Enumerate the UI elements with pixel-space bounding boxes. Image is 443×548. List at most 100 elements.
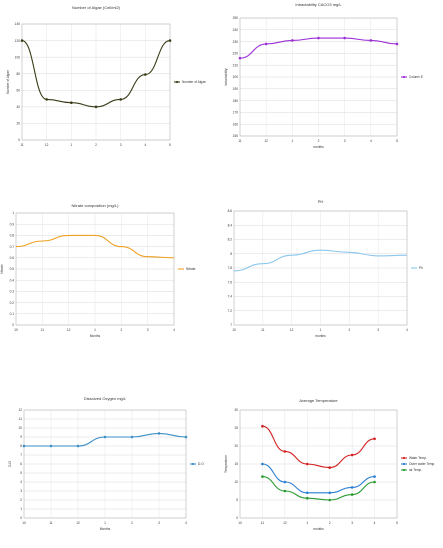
- y-tick-label: 20: [234, 444, 238, 448]
- x-axis-label: months: [313, 145, 324, 149]
- chart-title: Dissolved Oxygen mg/L: [84, 396, 127, 401]
- data-point: [264, 42, 268, 46]
- legend-marker: [402, 75, 406, 79]
- data-point: [20, 39, 24, 42]
- y-axis-label: Intractability: [224, 68, 228, 85]
- data-point: [49, 444, 53, 448]
- legend-label: Water Temp.: [409, 456, 427, 460]
- data-point: [350, 453, 354, 457]
- x-tick-label: 11: [261, 521, 265, 525]
- series-line: [233, 249, 408, 272]
- x-tick-label: 4: [173, 328, 175, 332]
- y-tick-label: 2: [20, 498, 22, 502]
- x-tick-label: 4: [185, 521, 187, 525]
- y-tick-label: 5: [20, 471, 22, 475]
- y-tick-label: 0: [236, 516, 238, 520]
- x-tick-label: 11: [41, 328, 45, 332]
- series-line: [262, 425, 375, 469]
- chart-svg: Intractability CACO3 mg/L 150 160 170 180 190…: [224, 2, 423, 149]
- legend-marker: [402, 468, 406, 472]
- y-axis-label: Number of Algae: [6, 70, 10, 94]
- x-axis-label: months: [315, 334, 326, 338]
- legend-marker: [175, 80, 179, 84]
- y-tick-label: 200: [233, 75, 239, 79]
- y-tick-label: 0: [12, 323, 14, 327]
- y-tick-label: 4: [20, 480, 22, 484]
- legend-label: Ph: [419, 266, 423, 270]
- legend-label: Number of Algae: [182, 80, 206, 84]
- data-point: [22, 444, 26, 448]
- y-tick-label: 10: [234, 480, 238, 484]
- y-tick-label: 9: [20, 435, 22, 439]
- x-tick-label: 2: [120, 328, 122, 332]
- y-tick-label: 160: [233, 122, 239, 126]
- x-tick-label: 1: [320, 328, 322, 332]
- y-tick-label: 8.4: [228, 223, 233, 227]
- y-axis-label: Temperature: [224, 455, 228, 473]
- data-point: [168, 39, 172, 42]
- y-tick-label: 120: [15, 39, 21, 43]
- x-tick-label: 3: [351, 521, 353, 525]
- data-point: [305, 462, 309, 466]
- x-tick-label: 1: [94, 328, 96, 332]
- x-tick-label: 11: [49, 521, 53, 525]
- plot-area-border: [239, 17, 398, 137]
- x-tick-label: 2: [348, 328, 350, 332]
- y-axis-label: D.O: [8, 461, 12, 467]
- y-tick-label: 0: [20, 516, 22, 520]
- data-point: [373, 437, 376, 441]
- y-tick-label: 0.5: [10, 267, 15, 271]
- data-point: [343, 36, 346, 40]
- y-axis-label: Nitrate: [0, 264, 4, 274]
- y-tick-label: 8: [20, 444, 22, 448]
- y-tick-label: 0.8: [10, 234, 15, 238]
- y-tick-label: 1: [20, 507, 22, 511]
- y-tick-label: 12: [18, 408, 22, 412]
- series-line: [262, 476, 375, 501]
- plot-area-border: [233, 210, 408, 326]
- data-point: [261, 475, 264, 478]
- x-tick-label: 5: [169, 143, 171, 147]
- data-point: [350, 493, 354, 496]
- data-point: [283, 489, 287, 493]
- y-tick-label: 0.6: [10, 256, 15, 260]
- y-tick-label: 0.9: [10, 222, 15, 226]
- series-line: [15, 234, 175, 259]
- y-tick-label: 10: [18, 426, 22, 430]
- data-point: [317, 36, 320, 40]
- chart-panel-ph: PH 7 7.2 7.4 7.6 7.8 8 8.2 8.4 8.6 10 11 12 1 2 3 4 month…: [222, 195, 443, 355]
- x-tick-label: 4: [406, 328, 408, 332]
- chart-title: PH: [318, 199, 324, 204]
- x-tick-label: 2: [131, 521, 133, 525]
- plot-area-border: [15, 212, 175, 326]
- chart-svg: Number of Algae (Cell/ml2)02040608010012…: [6, 5, 206, 147]
- y-tick-label: 60: [16, 88, 20, 92]
- y-tick-label: 230: [233, 40, 239, 44]
- plot-area-border: [21, 23, 171, 141]
- y-tick-label: 7: [230, 323, 232, 327]
- data-point: [238, 56, 242, 60]
- x-tick-label: 11: [238, 139, 242, 143]
- x-axis-label: Months: [100, 527, 111, 531]
- plot-area-border: [239, 409, 398, 519]
- x-tick-label: 2: [318, 139, 320, 143]
- chart-title: Intractability CACO3 mg/L: [295, 2, 342, 7]
- legend-marker: [402, 456, 406, 460]
- y-tick-label: 25: [234, 426, 238, 430]
- y-tick-label: 8: [230, 252, 232, 256]
- y-tick-label: 0.7: [10, 245, 15, 249]
- x-tick-label: 3: [344, 139, 346, 143]
- data-point: [103, 435, 107, 439]
- y-tick-label: 220: [233, 52, 239, 56]
- data-point: [328, 466, 332, 469]
- data-point: [291, 39, 294, 42]
- x-tick-label: 10: [22, 521, 26, 525]
- x-tick-label: 3: [120, 143, 122, 147]
- legend-label: Nitrate: [186, 267, 196, 271]
- x-tick-label: 11: [20, 143, 24, 147]
- chart-svg: Nitrate composition (mg/L) 0 0.1 0.2 0.3 0.4 0…: [0, 203, 196, 338]
- data-point: [373, 480, 376, 484]
- data-point: [261, 424, 264, 428]
